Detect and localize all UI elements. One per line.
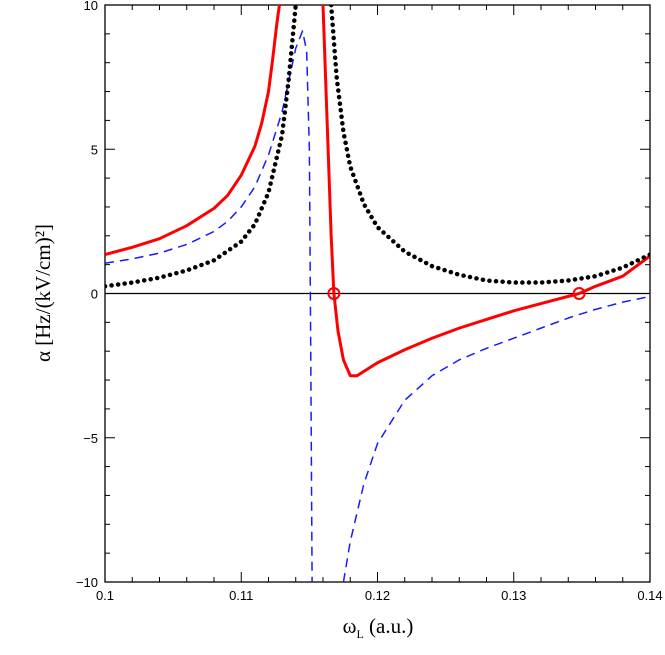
axis-ticks: 0.1 0.11 0.12 0.13 0.14 −10 −5 0 5 10 bbox=[76, 0, 663, 603]
x-tick-label: 0.14 bbox=[637, 588, 662, 603]
series-blue-dashed-segment-2 bbox=[342, 295, 650, 582]
x-tick-label: 0.13 bbox=[501, 588, 526, 603]
zero-crossing-2 bbox=[572, 287, 586, 300]
series-red-solid-segment-1 bbox=[105, 5, 281, 257]
x-tick-label: 0.1 bbox=[96, 588, 114, 603]
x-tick-label: 0.11 bbox=[229, 588, 253, 603]
y-tick-label: −10 bbox=[76, 575, 98, 590]
x-axis-title: ωL (a.u.) bbox=[343, 614, 414, 641]
series-blue-dashed-segment-1 bbox=[105, 30, 313, 582]
series-black-dotted-segment-1 bbox=[105, 5, 298, 289]
y-tick-label: 5 bbox=[91, 142, 98, 157]
x-tick-label: 0.12 bbox=[365, 588, 390, 603]
x-axis-subscript: L bbox=[356, 627, 363, 641]
marker-layer bbox=[327, 287, 586, 300]
series-layer bbox=[105, 5, 650, 582]
y-tick-label: −5 bbox=[83, 431, 98, 446]
x-axis-symbol: ω bbox=[343, 614, 357, 638]
series-red-solid-segment-2 bbox=[321, 5, 650, 378]
y-tick-label: 0 bbox=[91, 287, 98, 302]
x-axis-unit: (a.u.) bbox=[364, 614, 414, 638]
series-black-dotted-segment-2 bbox=[328, 5, 650, 285]
y-axis-title: α [Hz/(kV/cm)²] bbox=[31, 224, 55, 362]
zero-crossing-1 bbox=[327, 287, 341, 300]
y-tick-label: 10 bbox=[84, 0, 98, 13]
